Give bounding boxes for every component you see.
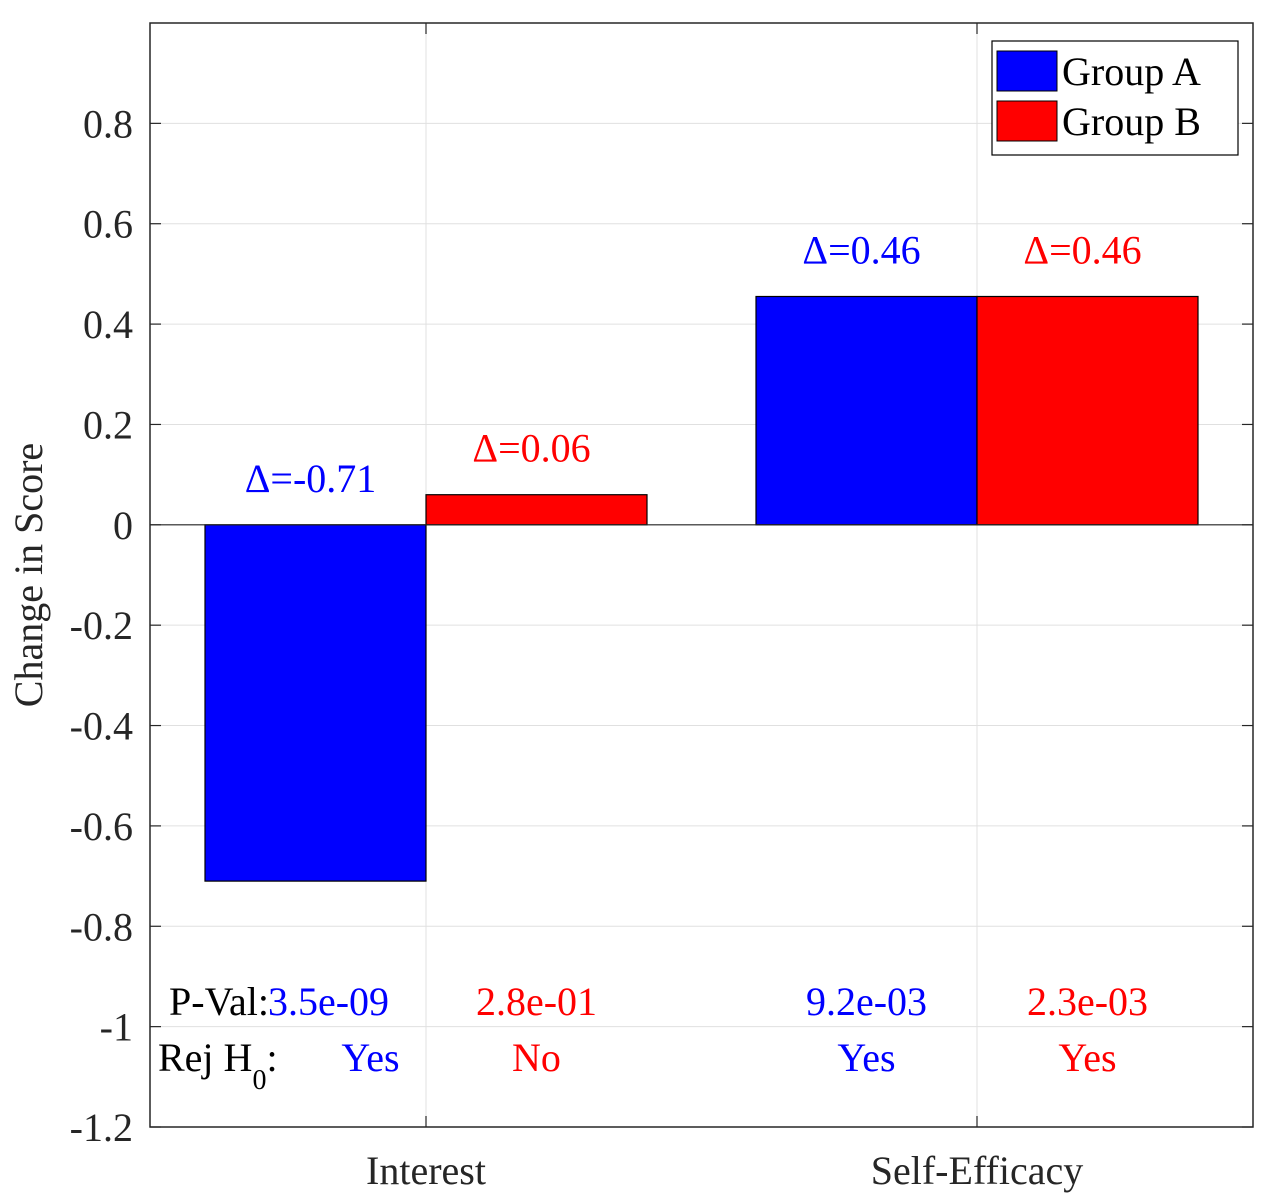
y-tick-label: -1	[100, 1005, 133, 1050]
axis-ticks	[150, 23, 1253, 1128]
y-tick-label: -0.2	[70, 603, 133, 648]
reject-label: Yes	[837, 1035, 895, 1080]
pvalue-label: 9.2e-03	[806, 979, 927, 1024]
y-tick-label: 0	[113, 503, 133, 548]
delta-label: Δ=0.06	[472, 426, 590, 471]
y-tick-label: 0.6	[83, 202, 133, 247]
y-tick-label: -0.4	[70, 704, 133, 749]
reject-label: Yes	[341, 1035, 399, 1080]
bar-b-1	[976, 295, 1199, 526]
y-tick-labels: 0.8 0.6 0.4 0.2 0 -0.2 -0.4 -0.6 -0.8 -1 -1.2	[70, 101, 133, 1150]
reject-label: Yes	[1058, 1035, 1116, 1080]
delta-label: Δ=0.46	[802, 227, 920, 272]
x-tick-label: Interest	[366, 1148, 486, 1193]
pvalue-label: 2.3e-03	[1027, 979, 1148, 1024]
x-tick-labels: Interest Self-Efficacy	[366, 1148, 1083, 1193]
legend-swatch	[996, 50, 1058, 92]
y-tick-label: -1.2	[70, 1105, 133, 1150]
y-tick-label: 0.8	[83, 101, 133, 146]
legend-swatch	[996, 100, 1058, 142]
y-axis-label: Change in Score	[6, 443, 51, 707]
pval-row-label: P-Val:	[169, 979, 269, 1024]
reject-label: No	[512, 1035, 561, 1080]
legend-label: Group B	[1062, 99, 1201, 144]
reject-row-label: Rej H0:	[158, 1035, 278, 1096]
bar-a-1	[755, 295, 978, 526]
y-tick-label: 0.4	[83, 302, 133, 347]
y-tick-label: -0.8	[70, 904, 133, 949]
delta-label: Δ=-0.71	[245, 456, 377, 501]
pvalue-label: 3.5e-09	[268, 979, 389, 1024]
y-tick-label: -0.6	[70, 804, 133, 849]
pvalue-label: 2.8e-01	[476, 979, 597, 1024]
plot-frame	[149, 22, 1254, 1128]
legend-label: Group A	[1062, 49, 1201, 94]
delta-label: Δ=0.46	[1023, 227, 1141, 272]
x-tick-label: Self-Efficacy	[871, 1148, 1083, 1193]
bar-b-0	[425, 494, 648, 526]
legend: Group A Group B	[991, 40, 1239, 156]
bars	[204, 295, 1199, 882]
y-tick-label: 0.2	[83, 402, 133, 447]
annotations: Δ=-0.71 3.5e-09 Yes Δ=0.46 9.2e-03 Yes Δ=0.06 2…	[158, 227, 1148, 1096]
bar-a-0	[204, 524, 427, 882]
